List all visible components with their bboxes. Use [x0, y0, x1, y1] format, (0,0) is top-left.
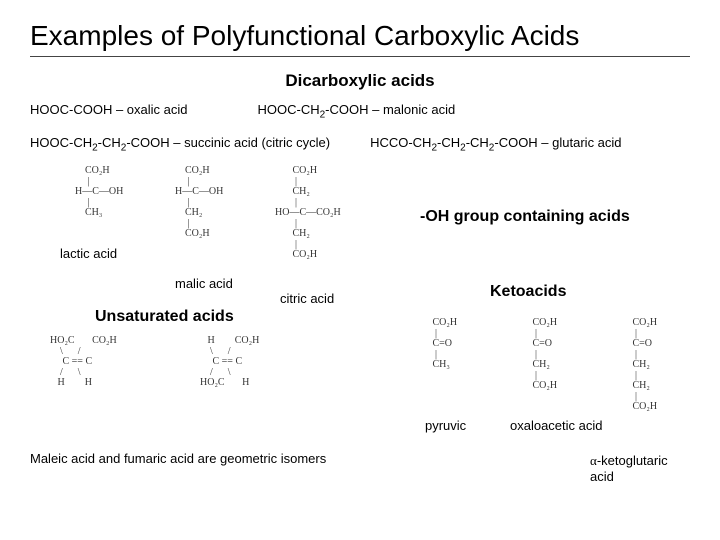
succinic-acid: HOOC-CH2-CH2-COOH – succinic acid (citri…	[30, 135, 330, 154]
lactic-label: lactic acid	[60, 246, 117, 261]
oxalic-acid: HOOC-COOH – oxalic acid	[30, 102, 188, 121]
malonic-name: malonic acid	[383, 102, 455, 117]
citric-label: citric acid	[280, 291, 334, 306]
pyruvic-structure: CO₂H | C=O | CH₃	[430, 318, 457, 371]
glut-f2: -CH	[437, 135, 460, 150]
glut-f3: -CH	[466, 135, 489, 150]
malonic-f2: -COOH –	[325, 102, 383, 117]
dicarboxylic-heading: Dicarboxylic acids	[30, 71, 690, 91]
oxalic-formula: HOOC-COOH –	[30, 102, 127, 117]
malonic-acid: HOOC-CH2-COOH – malonic acid	[258, 102, 456, 121]
ketoglutaric-name: -ketoglutaric acid	[590, 453, 668, 484]
malonic-f1: HOOC-CH	[258, 102, 320, 117]
glut-name: glutaric acid	[552, 135, 621, 150]
ketoacids-heading: Ketoacids	[490, 283, 566, 301]
succ-f1: HOOC-CH	[30, 135, 92, 150]
oh-heading: -OH group containing acids	[420, 208, 630, 226]
maleic-structure: HO₂C CO₂H \ / C == C / \ H H	[50, 336, 117, 389]
succ-f3: -COOH –	[126, 135, 184, 150]
glut-f4: -COOH –	[494, 135, 552, 150]
fumaric-structure: H CO₂H \ / C == C / \ HO₂C H	[200, 336, 259, 389]
malic-label: malic acid	[175, 276, 233, 291]
succ-f2: -CH	[98, 135, 121, 150]
oxaloacetic-label: oxaloacetic acid	[510, 418, 603, 433]
glut-f1: HCCO-CH	[370, 135, 431, 150]
citric-structure: CO₂H | CH₂ | HO—C—CO₂H | CH₂ | CO₂H	[275, 166, 341, 261]
isomers-note: Maleic acid and fumaric acid are geometr…	[30, 451, 326, 466]
ketoglutaric-label: α-ketoglutaric acid	[590, 453, 690, 484]
unsaturated-heading: Unsaturated acids	[95, 308, 234, 326]
ketoglutaric-structure: CO₂H | C=O | CH₂ | CH₂ | CO₂H	[630, 318, 657, 413]
slide-title: Examples of Polyfunctional Carboxylic Ac…	[30, 20, 690, 57]
glutaric-acid: HCCO-CH2-CH2-CH2-COOH – glutaric acid	[370, 135, 621, 154]
succ-name: succinic acid (citric cycle)	[184, 135, 330, 150]
oxalic-name: oxalic acid	[127, 102, 188, 117]
alpha-symbol: α	[590, 453, 597, 468]
malic-structure: CO₂H | H—C—OH | CH₂ | CO₂H	[175, 166, 223, 240]
pyruvic-label: pyruvic	[425, 418, 466, 433]
oxaloacetic-structure: CO₂H | C=O | CH₂ | CO₂H	[530, 318, 557, 392]
lactic-structure: CO₂H | H—C—OH | CH₃	[75, 166, 123, 219]
